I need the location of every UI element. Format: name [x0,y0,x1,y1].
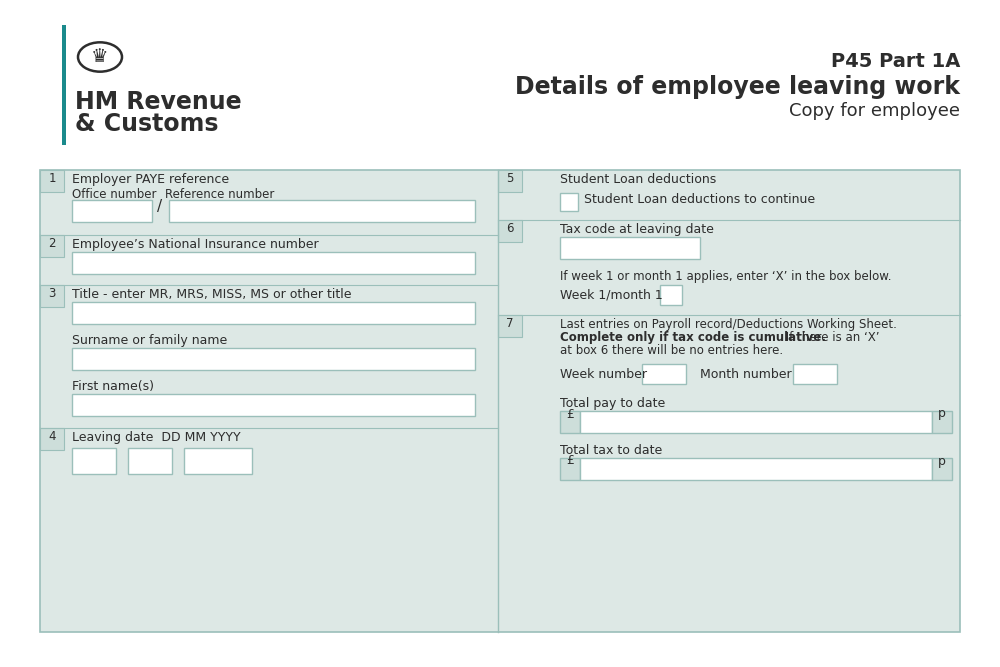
Bar [498,170,522,192]
Text: Title - enter MR, MRS, MISS, MS or other title: Title - enter MR, MRS, MISS, MS or other… [72,288,352,301]
Bar [128,448,172,474]
Bar [72,200,152,222]
Text: Total tax to date: Total tax to date [560,444,662,457]
Text: Student Loan deductions to continue: Student Loan deductions to continue [584,193,815,206]
Bar [40,285,64,307]
Bar [72,252,475,274]
Text: Copy for employee: Copy for employee [789,102,960,120]
Text: ♛: ♛ [91,47,109,67]
Bar [660,285,682,305]
Text: Tax code at leaving date: Tax code at leaving date [560,223,714,236]
Bar [72,302,475,324]
Text: Office number: Office number [72,188,156,201]
Bar [72,394,475,416]
Text: HM Revenue: HM Revenue [75,90,242,114]
Text: Complete only if tax code is cumulative.: Complete only if tax code is cumulative. [560,331,826,344]
Bar [560,193,578,211]
Text: First name(s): First name(s) [72,380,154,393]
Bar [560,458,580,480]
Bar [184,448,252,474]
Bar [932,411,952,433]
Text: 1: 1 [48,172,56,185]
Bar [40,428,64,450]
Bar [793,364,837,384]
Bar [72,448,116,474]
Bar [40,235,64,257]
Text: Reference number: Reference number [165,188,274,201]
Text: Week number: Week number [560,368,647,381]
Bar [169,200,475,222]
Bar [580,458,932,480]
Text: Month number: Month number [700,368,792,381]
Text: 2: 2 [48,237,56,250]
Text: £: £ [566,408,574,420]
Text: Last entries on Payroll record/Deductions Working Sheet.: Last entries on Payroll record/Deduction… [560,318,897,331]
Text: Surname or family name: Surname or family name [72,334,227,347]
Text: Details of employee leaving work: Details of employee leaving work [515,75,960,99]
Text: p: p [938,408,946,420]
Text: 7: 7 [506,317,514,330]
Bar [0,0,1000,160]
Text: If there is an ‘X’: If there is an ‘X’ [782,331,880,344]
Text: Employer PAYE reference: Employer PAYE reference [72,173,229,186]
Text: Week 1/month 1: Week 1/month 1 [560,288,663,301]
Bar [40,170,64,192]
Bar [560,237,700,259]
Text: Student Loan deductions: Student Loan deductions [560,173,716,186]
Bar [498,220,522,242]
Text: 6: 6 [506,222,514,235]
Text: Total pay to date: Total pay to date [560,397,665,410]
Bar [40,170,960,632]
Text: Leaving date  DD MM YYYY: Leaving date DD MM YYYY [72,431,241,444]
Text: If week 1 or month 1 applies, enter ‘X’ in the box below.: If week 1 or month 1 applies, enter ‘X’ … [560,270,892,283]
Text: Employee’s National Insurance number: Employee’s National Insurance number [72,238,319,251]
Bar [580,411,932,433]
Text: & Customs: & Customs [75,112,218,136]
Text: p: p [938,454,946,468]
Text: 3: 3 [48,287,56,300]
Bar [72,348,475,370]
Text: £: £ [566,454,574,468]
Bar [560,411,580,433]
Text: /: / [157,199,163,215]
Bar [498,315,522,337]
Bar [932,458,952,480]
Bar [642,364,686,384]
Text: P45 Part 1A: P45 Part 1A [831,52,960,71]
Text: at box 6 there will be no entries here.: at box 6 there will be no entries here. [560,344,783,357]
Bar [62,25,66,145]
Text: 4: 4 [48,430,56,443]
Text: 5: 5 [506,172,514,185]
